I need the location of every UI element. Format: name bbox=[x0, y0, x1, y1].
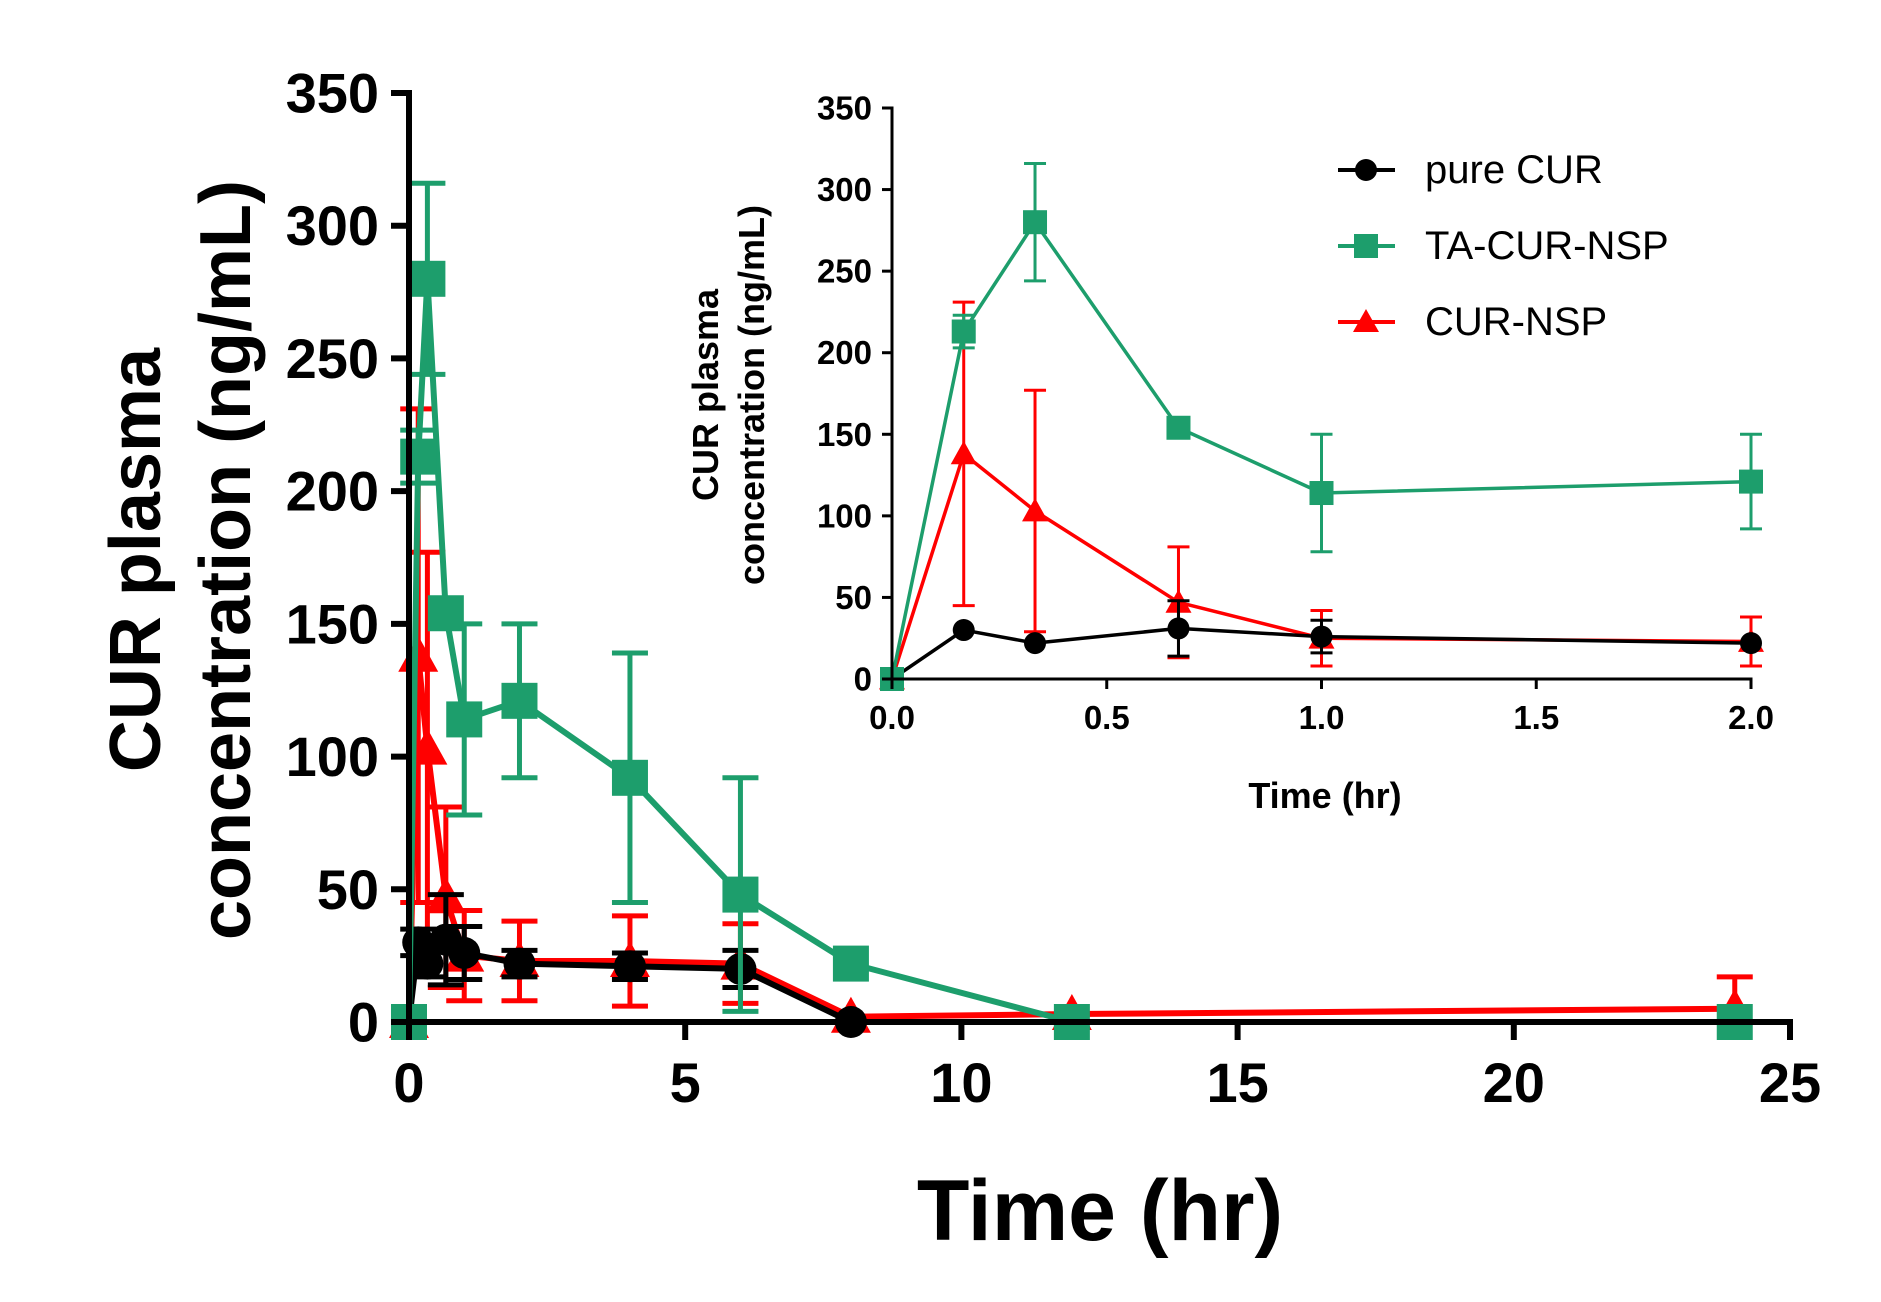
main-y-tick-label: 150 bbox=[286, 592, 379, 655]
inset-point-circle bbox=[1740, 632, 1762, 655]
main-series-line bbox=[406, 275, 1735, 1025]
legend-label: TA-CUR-NSP bbox=[1425, 224, 1669, 268]
main-chart: 0 50 100 150 200 250 300 350 0 5 10 15 20 25 Time (hr)… bbox=[96, 62, 1821, 1260]
main-y-tick-label: 350 bbox=[286, 62, 379, 125]
inset-point-circle bbox=[1310, 625, 1333, 648]
inset-y-tick-label: 100 bbox=[817, 497, 872, 534]
main-point-square bbox=[400, 438, 437, 475]
main-point-square bbox=[832, 945, 869, 982]
main-x-tick-label: 10 bbox=[930, 1051, 992, 1114]
inset-y-tick-label: 0 bbox=[854, 661, 872, 698]
main-y-tick-label: 200 bbox=[286, 460, 379, 523]
inset-x-tick-label: 1.5 bbox=[1513, 699, 1559, 736]
main-x-tick-label: 0 bbox=[393, 1051, 424, 1114]
main-point-square bbox=[427, 595, 464, 632]
main-y-tick-label: 0 bbox=[348, 991, 379, 1054]
inset-point-circle bbox=[952, 619, 975, 642]
inset-x-axis-label: Time (hr) bbox=[1248, 775, 1401, 816]
main-x-tick-label: 25 bbox=[1759, 1051, 1821, 1114]
inset-point-square bbox=[1739, 469, 1763, 494]
main-point-square bbox=[722, 876, 759, 913]
main-point-square bbox=[409, 260, 446, 297]
legend-marker-square bbox=[1354, 234, 1378, 258]
main-point-square bbox=[501, 682, 538, 719]
main-y-tick-label: 300 bbox=[286, 194, 379, 257]
main-y-label-line-1: CUR plasma bbox=[96, 347, 176, 772]
legend-item: pure CUR bbox=[1338, 148, 1603, 192]
inset-point-circle bbox=[1167, 617, 1190, 640]
main-y-tick-label: 50 bbox=[317, 858, 379, 921]
legend-marker-circle bbox=[1355, 159, 1377, 181]
main-series-ta-cur-nsp bbox=[391, 180, 1753, 1040]
inset-y-tick-label: 200 bbox=[817, 334, 872, 371]
inset-y-tick-label: 300 bbox=[817, 171, 872, 208]
main-y-tick-label: 100 bbox=[286, 725, 379, 788]
main-y-axis-label: CUR plasma concentration (ng/mL) bbox=[96, 180, 266, 940]
main-point-triangle bbox=[407, 728, 448, 765]
main-point-circle bbox=[503, 947, 536, 980]
inset-point-circle bbox=[1024, 632, 1047, 655]
main-point-square bbox=[446, 701, 483, 738]
main-point-square bbox=[611, 759, 648, 796]
inset-point-triangle bbox=[950, 440, 977, 465]
inset-series-line bbox=[891, 626, 1752, 681]
legend-marker-triangle bbox=[1353, 309, 1379, 332]
inset-chart: 0 50 100 150 200 250 300 350 0.0 0.5 1.0 1.5 2.0 Time… bbox=[685, 90, 1774, 817]
inset-point-square bbox=[951, 319, 976, 344]
legend-label: pure CUR bbox=[1425, 148, 1603, 192]
inset-y-tick-label: 350 bbox=[817, 90, 872, 127]
main-y-label-line-2: concentration (ng/mL) bbox=[186, 180, 266, 940]
main-point-circle bbox=[448, 936, 481, 969]
inset-y-tick-label: 50 bbox=[835, 579, 872, 616]
inset-y-label-line-1: CUR plasma bbox=[685, 288, 726, 501]
legend-label: CUR-NSP bbox=[1425, 300, 1607, 344]
main-x-axis-label: Time (hr) bbox=[917, 1163, 1283, 1259]
main-point-triangle bbox=[398, 635, 439, 672]
inset-y-tick-label: 250 bbox=[817, 253, 872, 290]
inset-y-label-line-2: concentration (ng/mL) bbox=[731, 205, 772, 585]
inset-point-triangle bbox=[1022, 497, 1049, 522]
inset-x-tick-label: 2.0 bbox=[1728, 699, 1774, 736]
main-point-circle bbox=[613, 950, 646, 983]
main-x-tick-label: 5 bbox=[670, 1051, 701, 1114]
inset-point-square bbox=[1023, 210, 1048, 235]
main-y-tick-label: 250 bbox=[286, 327, 379, 390]
main-x-tick-label: 15 bbox=[1206, 1051, 1268, 1114]
main-x-tick-label: 20 bbox=[1483, 1051, 1545, 1114]
inset-point-square bbox=[1166, 415, 1191, 440]
inset-x-tick-label: 0.5 bbox=[1084, 699, 1130, 736]
inset-y-tick-label: 150 bbox=[817, 416, 872, 453]
legend-item: CUR-NSP bbox=[1338, 300, 1607, 344]
main-point-circle bbox=[411, 947, 444, 980]
legend: pure CUR TA-CUR-NSP CUR-NSP bbox=[1338, 148, 1669, 344]
inset-point-square bbox=[1309, 481, 1334, 506]
legend-item: TA-CUR-NSP bbox=[1338, 224, 1669, 268]
inset-x-tick-label: 0.0 bbox=[869, 699, 915, 736]
inset-series-line bbox=[890, 220, 1752, 680]
inset-x-tick-label: 1.0 bbox=[1299, 699, 1345, 736]
inset-y-axis-label: CUR plasma concentration (ng/mL) bbox=[685, 205, 772, 585]
